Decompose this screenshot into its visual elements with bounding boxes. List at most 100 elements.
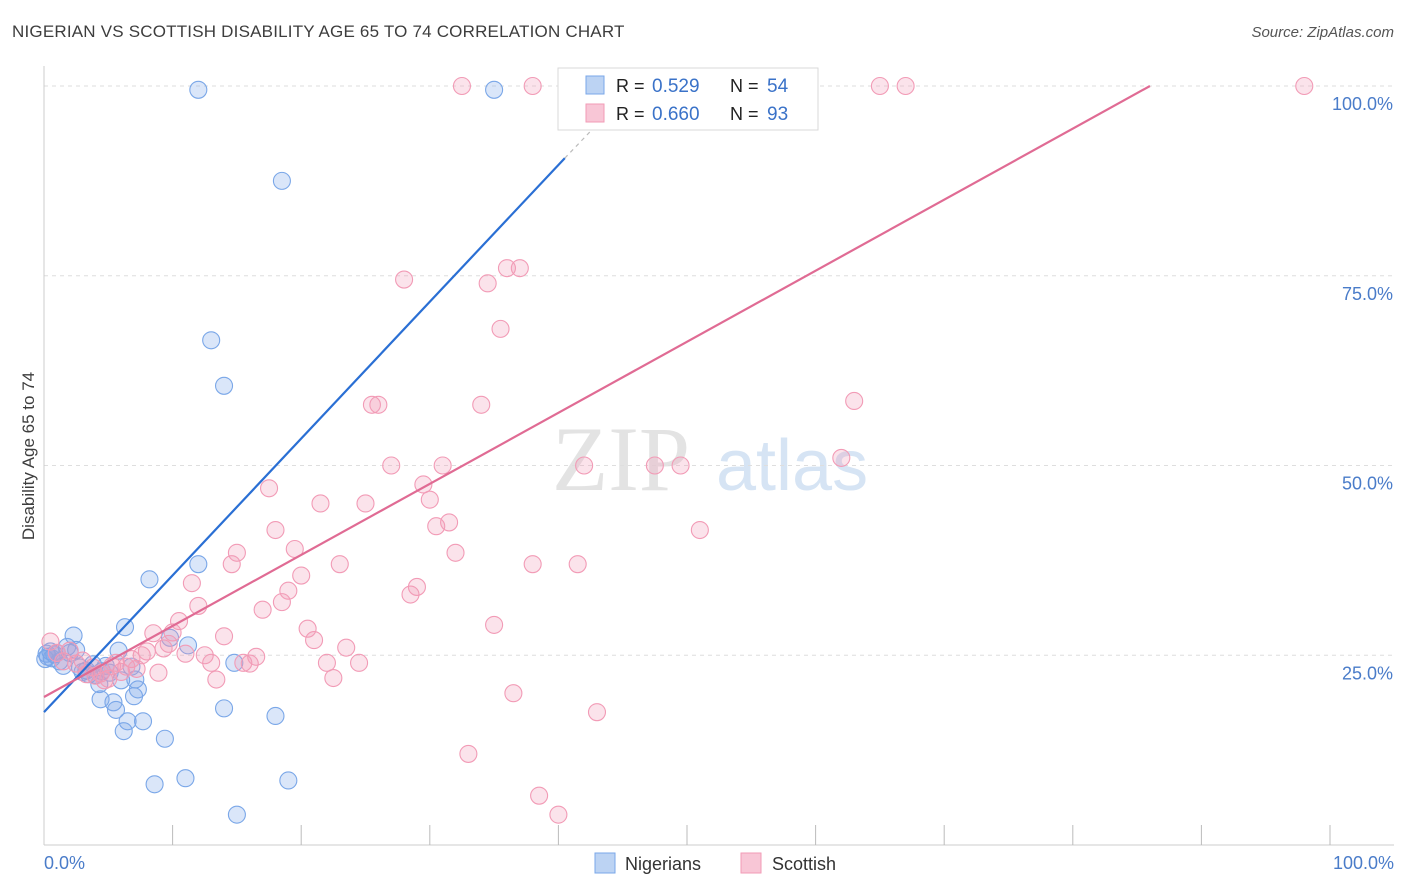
scottish-point — [896, 76, 915, 96]
scottish-point — [530, 786, 549, 805]
scottish-point — [504, 684, 523, 703]
scottish-point — [169, 612, 189, 631]
scottish-point — [127, 659, 146, 678]
y-tick-label-100: 100.0% — [1332, 94, 1393, 114]
scottish-point — [292, 566, 311, 585]
scottish-point — [259, 479, 279, 498]
nigerians-point — [67, 640, 86, 659]
scottish-point — [497, 259, 517, 278]
scottish-point — [870, 76, 889, 96]
series-legend-label-scottish: Scottish — [772, 854, 836, 874]
scottish-point — [523, 76, 542, 96]
scottish-point — [159, 634, 178, 653]
scottish-point — [645, 456, 664, 475]
nigerians-point — [64, 626, 83, 645]
nigerians-point — [133, 712, 153, 731]
scottish-point — [337, 638, 356, 657]
nigerians-trend-extension — [564, 110, 611, 159]
scottish-point — [472, 395, 491, 414]
legend-r-label-1: R = — [616, 76, 645, 96]
y-axis-label: Disability Age 65 to 74 — [19, 372, 38, 540]
nigerians-point — [106, 700, 126, 719]
scottish-point — [149, 663, 168, 682]
series-legend-swatch-scottish — [740, 852, 762, 874]
legend-r-value-1: 0.529 — [652, 76, 700, 97]
stats-legend: R = 0.529 N = 54 R = 0.660 N = 93 — [557, 67, 819, 131]
chart-title: NIGERIAN VS SCOTTISH DISABILITY AGE 65 T… — [12, 22, 625, 41]
nigerians-point — [176, 769, 195, 788]
legend-swatch-nigerians — [585, 75, 605, 95]
scottish-point — [382, 456, 401, 475]
scottish-point — [227, 543, 246, 562]
grid — [44, 85, 1394, 656]
legend-n-label-1: N = — [730, 76, 759, 96]
legend-swatch-scottish — [585, 103, 605, 123]
scottish-point — [253, 600, 272, 619]
nigerians-point — [214, 376, 234, 395]
scottish-point — [207, 670, 226, 689]
scottish-point — [491, 319, 510, 338]
scottish-trend-line — [43, 85, 1151, 698]
scottish-point — [671, 456, 690, 475]
series-legend: Nigerians Scottish — [594, 852, 836, 874]
scottish-point — [266, 520, 285, 540]
watermark-zip: ZIP — [552, 408, 690, 510]
source-label: Source: ZipAtlas.com — [1251, 24, 1394, 41]
scottish-point — [311, 494, 330, 513]
series-legend-swatch-nigerians — [594, 852, 616, 874]
scottish-point — [420, 490, 439, 509]
scottish-point — [195, 646, 214, 665]
scottish-point — [222, 555, 241, 574]
nigerians-point — [118, 712, 137, 731]
trend-lines — [43, 85, 1151, 713]
scottish-point — [41, 632, 60, 651]
nigerians-point — [227, 805, 246, 824]
y-tick-label-75: 75.0% — [1342, 284, 1393, 304]
scottish-point — [459, 744, 478, 763]
scottish-point — [369, 395, 388, 414]
scottish-point — [317, 653, 336, 672]
scottish-point — [575, 456, 594, 475]
nigerians-trend-line — [43, 157, 566, 713]
y-tick-label-25: 25.0% — [1342, 663, 1393, 683]
scottish-point — [350, 653, 369, 672]
scottish-point — [202, 653, 221, 672]
scottish-point — [485, 615, 504, 634]
legend-n-value-2: 93 — [767, 104, 788, 125]
axes — [43, 66, 1394, 846]
scottish-point — [549, 805, 568, 824]
scottish-point — [279, 581, 298, 600]
scottish-point — [587, 703, 607, 722]
nigerians-point — [189, 80, 208, 99]
x-tick-label-100: 100.0% — [1333, 853, 1394, 873]
scottish-point — [510, 259, 529, 278]
nigerians-point — [202, 331, 221, 350]
series-legend-label-nigerians: Nigerians — [625, 854, 701, 874]
scottish-point — [137, 642, 156, 661]
nigerians-point — [91, 690, 110, 709]
scottish-point — [832, 448, 851, 467]
scottish-point — [176, 644, 195, 663]
y-tick-label-50: 50.0% — [1342, 474, 1393, 494]
scottish-point — [433, 456, 452, 475]
scottish-point — [401, 585, 420, 604]
scottish-point — [845, 391, 864, 411]
nigerians-point — [189, 555, 208, 574]
scottish-point — [247, 647, 266, 666]
scottish-point — [407, 577, 426, 596]
nigerians-point — [145, 775, 164, 794]
nigerians-point — [155, 729, 174, 748]
scottish-point — [305, 631, 324, 650]
x-tick-label-0: 0.0% — [44, 853, 85, 873]
scottish-point — [440, 513, 459, 532]
nigerians-point — [272, 171, 291, 190]
scottish-point — [122, 649, 141, 669]
scottish-point — [356, 494, 375, 513]
scottish-point — [362, 395, 381, 414]
scottish-point — [144, 624, 163, 643]
scottish-point — [214, 627, 234, 646]
scottish-point — [452, 76, 472, 96]
nigerians-point — [140, 570, 159, 589]
scottish-point — [446, 543, 465, 562]
legend-n-label-2: N = — [730, 104, 759, 124]
